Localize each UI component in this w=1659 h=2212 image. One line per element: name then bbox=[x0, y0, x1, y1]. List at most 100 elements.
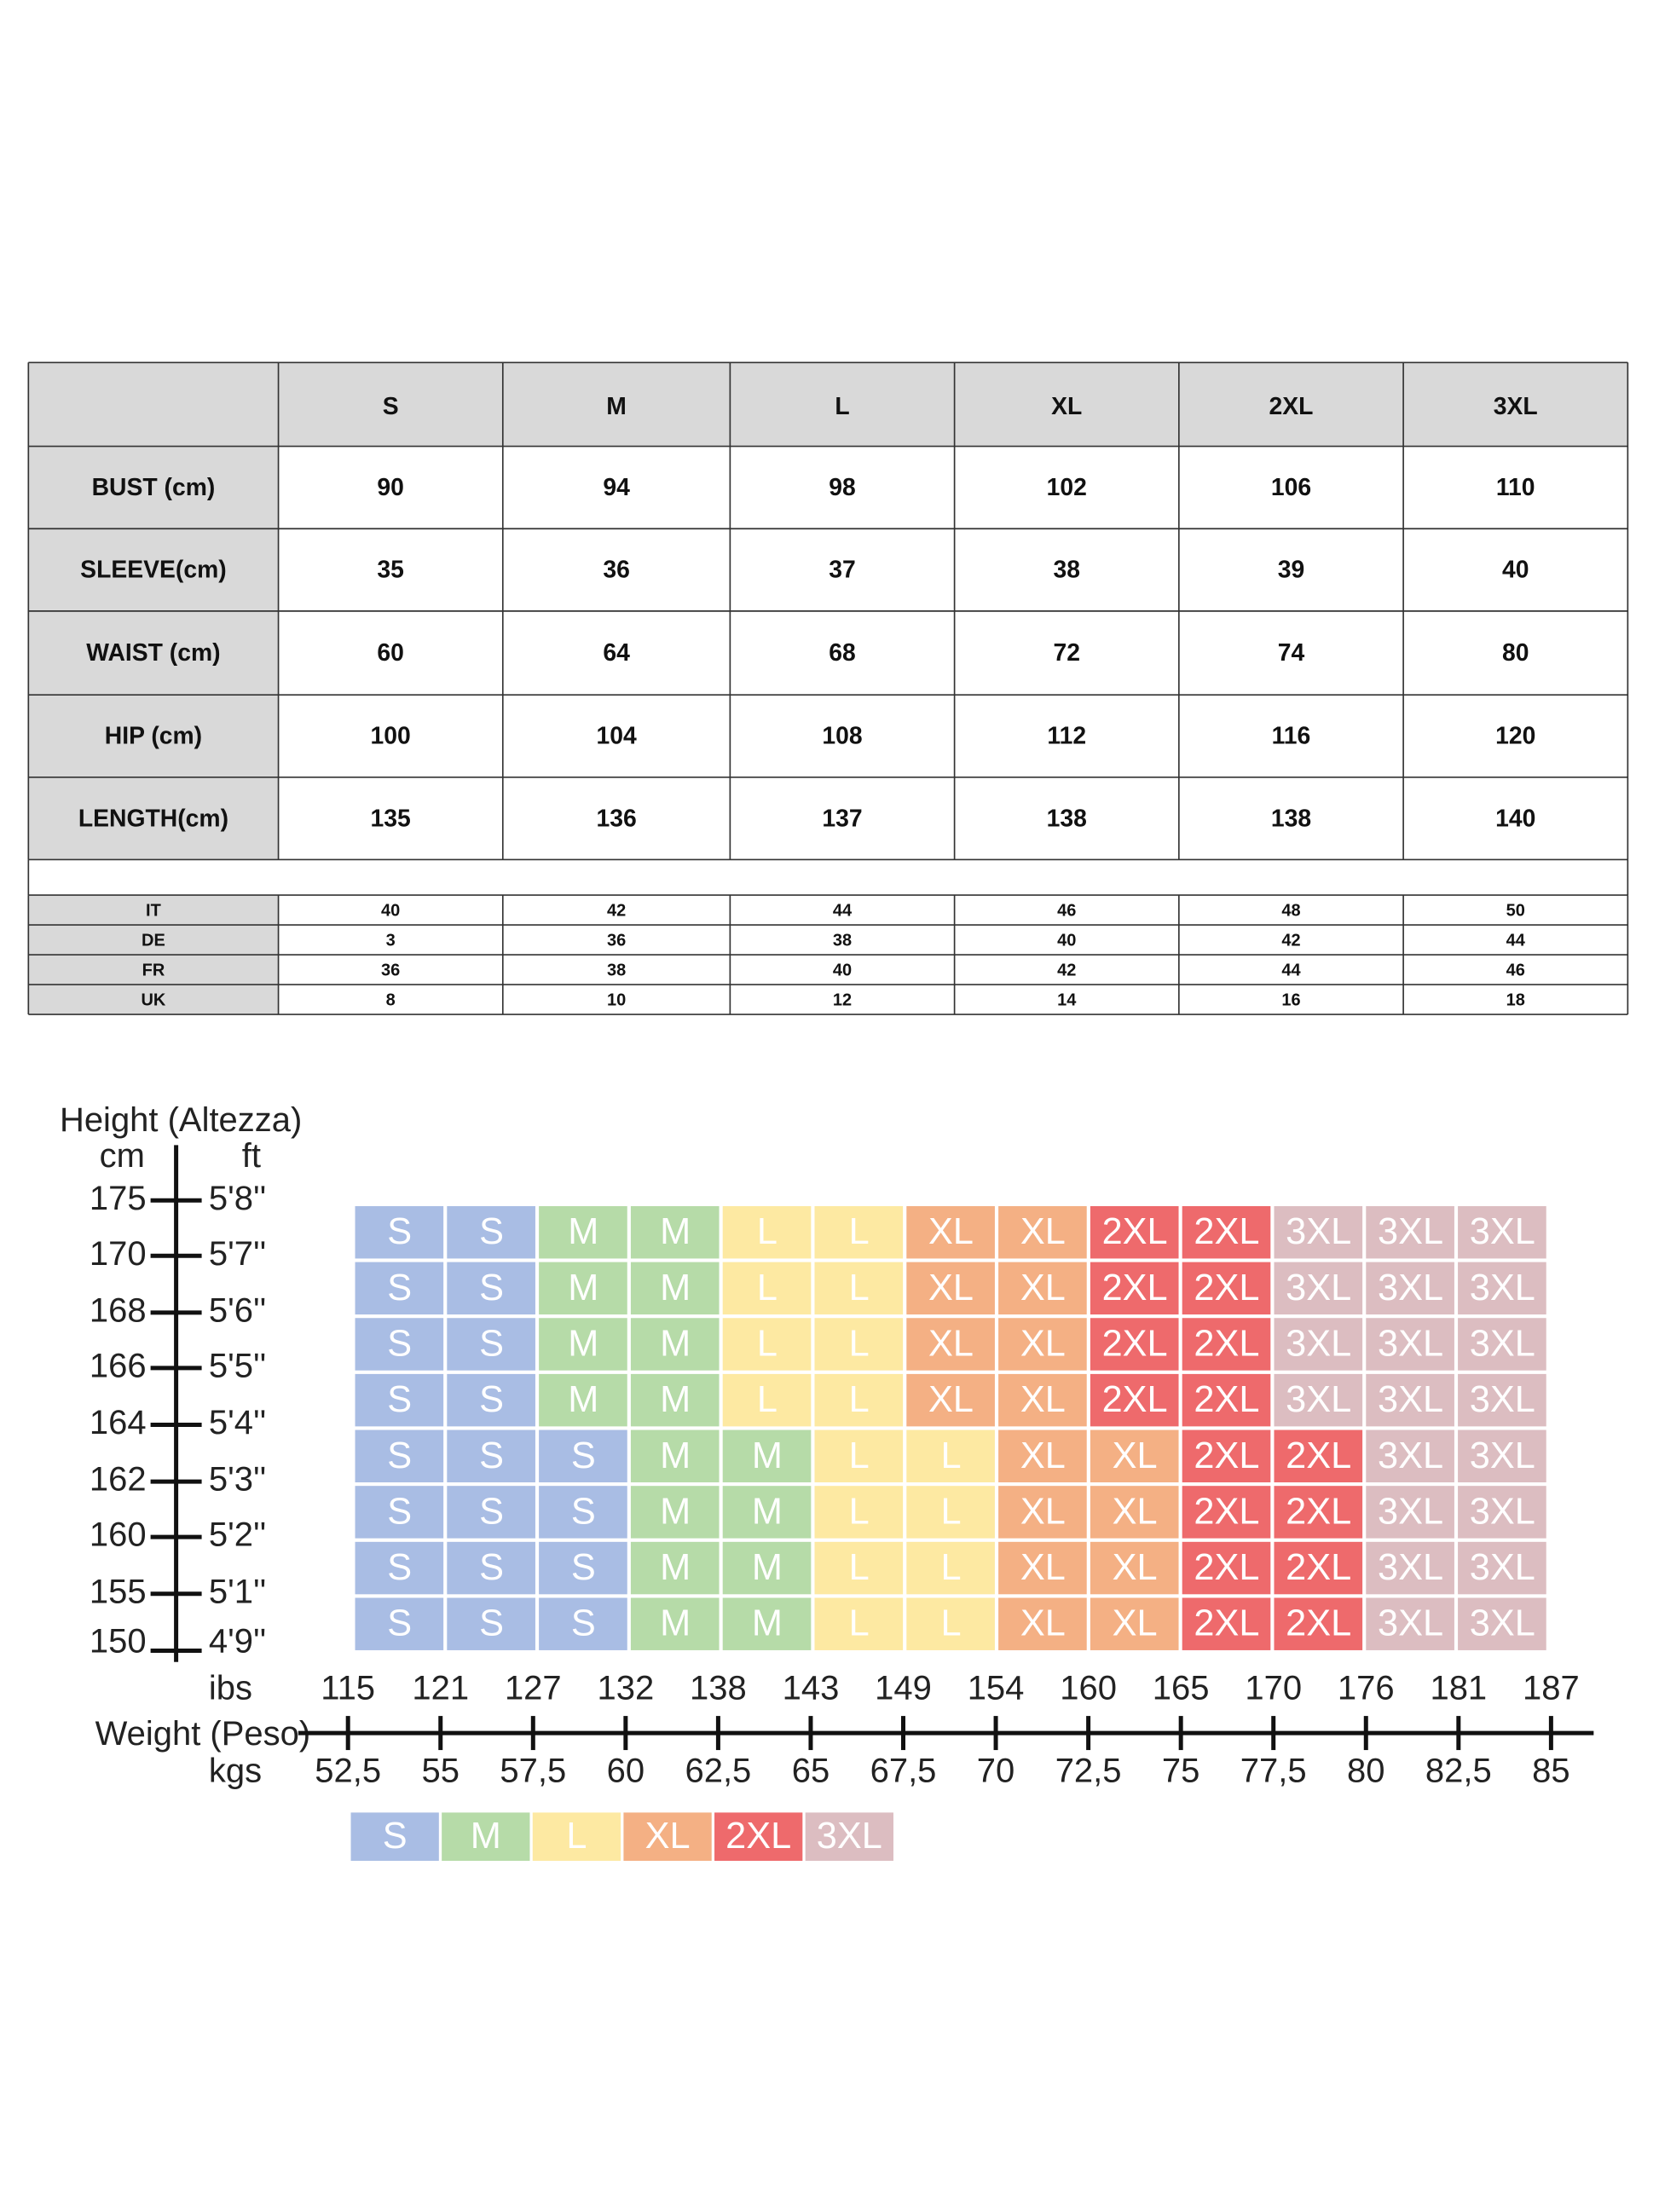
size-cell bbox=[355, 1373, 444, 1427]
size-cell-label: XL bbox=[1113, 1547, 1158, 1588]
size-cell bbox=[1458, 1205, 1546, 1259]
cell-value: 60 bbox=[377, 639, 403, 667]
size-cell-label: L bbox=[849, 1491, 870, 1532]
cell-value: 94 bbox=[603, 474, 630, 501]
size-cell bbox=[1274, 1373, 1363, 1427]
row-label: WAIST (cm) bbox=[86, 639, 220, 667]
size-cell-label: S bbox=[387, 1268, 412, 1308]
size-cell bbox=[1182, 1262, 1271, 1315]
size-cell bbox=[998, 1262, 1087, 1315]
size-cell-label: L bbox=[849, 1268, 870, 1308]
size-cell bbox=[447, 1486, 535, 1539]
row-label: BUST (cm) bbox=[92, 474, 216, 501]
weight-lbs: 121 bbox=[412, 1670, 469, 1707]
height-cm: 175 bbox=[90, 1180, 147, 1217]
size-cell bbox=[539, 1541, 627, 1595]
size-cell bbox=[814, 1205, 904, 1259]
cell-value: 74 bbox=[1278, 639, 1305, 667]
conversion-value: 44 bbox=[1506, 932, 1525, 950]
size-cell-label: XL bbox=[928, 1324, 974, 1365]
size-cell bbox=[355, 1262, 444, 1315]
height-ft: 5'4'' bbox=[209, 1404, 266, 1441]
size-cell-label: L bbox=[757, 1379, 777, 1420]
weight-kgs: 85 bbox=[1532, 1752, 1569, 1789]
row-label-bg bbox=[28, 695, 279, 777]
size-cell-label: L bbox=[940, 1547, 961, 1588]
size-header: 2XL bbox=[1269, 393, 1314, 420]
size-header: XL bbox=[1051, 393, 1082, 420]
size-cell-label: S bbox=[571, 1603, 596, 1644]
size-cell bbox=[539, 1597, 627, 1650]
conversion-value: 40 bbox=[1057, 932, 1076, 950]
size-cell-label: L bbox=[940, 1603, 961, 1644]
conversion-value: 44 bbox=[1281, 962, 1300, 980]
size-cell bbox=[722, 1429, 812, 1483]
size-cell bbox=[447, 1597, 535, 1650]
size-cell-label: 3XL bbox=[1470, 1324, 1535, 1365]
weight-kgs: 65 bbox=[792, 1752, 830, 1789]
size-cell bbox=[906, 1318, 995, 1371]
height-cm: 168 bbox=[90, 1291, 147, 1329]
size-cell-label: S bbox=[571, 1435, 596, 1476]
cell-value: 137 bbox=[822, 805, 862, 832]
height-title: Height (Altezza) bbox=[60, 1101, 302, 1139]
size-cell bbox=[1366, 1205, 1454, 1259]
size-cell-label: 3XL bbox=[1378, 1491, 1443, 1532]
legend-swatch bbox=[714, 1812, 803, 1862]
row-label-bg bbox=[28, 895, 279, 926]
ft-label: ft bbox=[242, 1137, 261, 1175]
size-cell bbox=[355, 1597, 444, 1650]
size-cell-label: 2XL bbox=[1194, 1435, 1259, 1476]
weight-lbs: 187 bbox=[1523, 1670, 1580, 1707]
size-cell bbox=[814, 1429, 904, 1483]
size-cell-label: XL bbox=[1020, 1435, 1066, 1476]
size-cell-label: M bbox=[752, 1435, 783, 1476]
size-cell bbox=[630, 1262, 720, 1315]
size-cell bbox=[998, 1541, 1087, 1595]
size-cell-label: M bbox=[568, 1379, 598, 1420]
size-cell-label: L bbox=[757, 1268, 777, 1308]
size-cell bbox=[1366, 1318, 1454, 1371]
size-cell bbox=[630, 1541, 720, 1595]
height-cm: 162 bbox=[90, 1461, 147, 1499]
size-cell bbox=[998, 1373, 1087, 1427]
size-cell bbox=[630, 1429, 720, 1483]
row-label-bg bbox=[28, 955, 279, 985]
kgs-label: kgs bbox=[209, 1752, 262, 1789]
size-cell-label: XL bbox=[928, 1379, 974, 1420]
cell-value: 140 bbox=[1495, 805, 1535, 832]
weight-kgs: 77,5 bbox=[1240, 1752, 1307, 1789]
size-cell bbox=[447, 1541, 535, 1595]
size-cell-label: M bbox=[752, 1603, 783, 1644]
conversion-label: FR bbox=[142, 962, 165, 980]
size-cell-label: S bbox=[479, 1379, 504, 1420]
size-cell-label: 3XL bbox=[1378, 1379, 1443, 1420]
conversion-value: 42 bbox=[1281, 932, 1300, 950]
size-cell bbox=[630, 1318, 720, 1371]
size-cell bbox=[906, 1373, 995, 1427]
size-cell bbox=[539, 1486, 627, 1539]
size-cell-label: XL bbox=[1113, 1435, 1158, 1476]
size-cell bbox=[814, 1486, 904, 1539]
weight-lbs: 138 bbox=[690, 1670, 747, 1707]
size-cell bbox=[539, 1262, 627, 1315]
cell-value: 64 bbox=[603, 639, 630, 667]
size-cell bbox=[814, 1541, 904, 1595]
legend-swatch bbox=[623, 1812, 712, 1862]
size-cell bbox=[355, 1486, 444, 1539]
size-cell-label: 3XL bbox=[1378, 1603, 1443, 1644]
weight-kgs: 67,5 bbox=[870, 1752, 937, 1789]
row-label-bg bbox=[28, 446, 279, 529]
cell-value: 110 bbox=[1496, 474, 1535, 501]
size-cell bbox=[1182, 1318, 1271, 1371]
size-cell-label: S bbox=[387, 1379, 412, 1420]
row-label-bg bbox=[28, 610, 279, 696]
size-cell-label: 3XL bbox=[1378, 1324, 1443, 1365]
size-cell bbox=[814, 1373, 904, 1427]
size-cell-label: L bbox=[849, 1547, 870, 1588]
size-cell bbox=[1182, 1373, 1271, 1427]
size-cell-label: L bbox=[849, 1603, 870, 1644]
cell-value: 138 bbox=[1047, 805, 1087, 832]
size-cell-label: M bbox=[660, 1603, 691, 1644]
